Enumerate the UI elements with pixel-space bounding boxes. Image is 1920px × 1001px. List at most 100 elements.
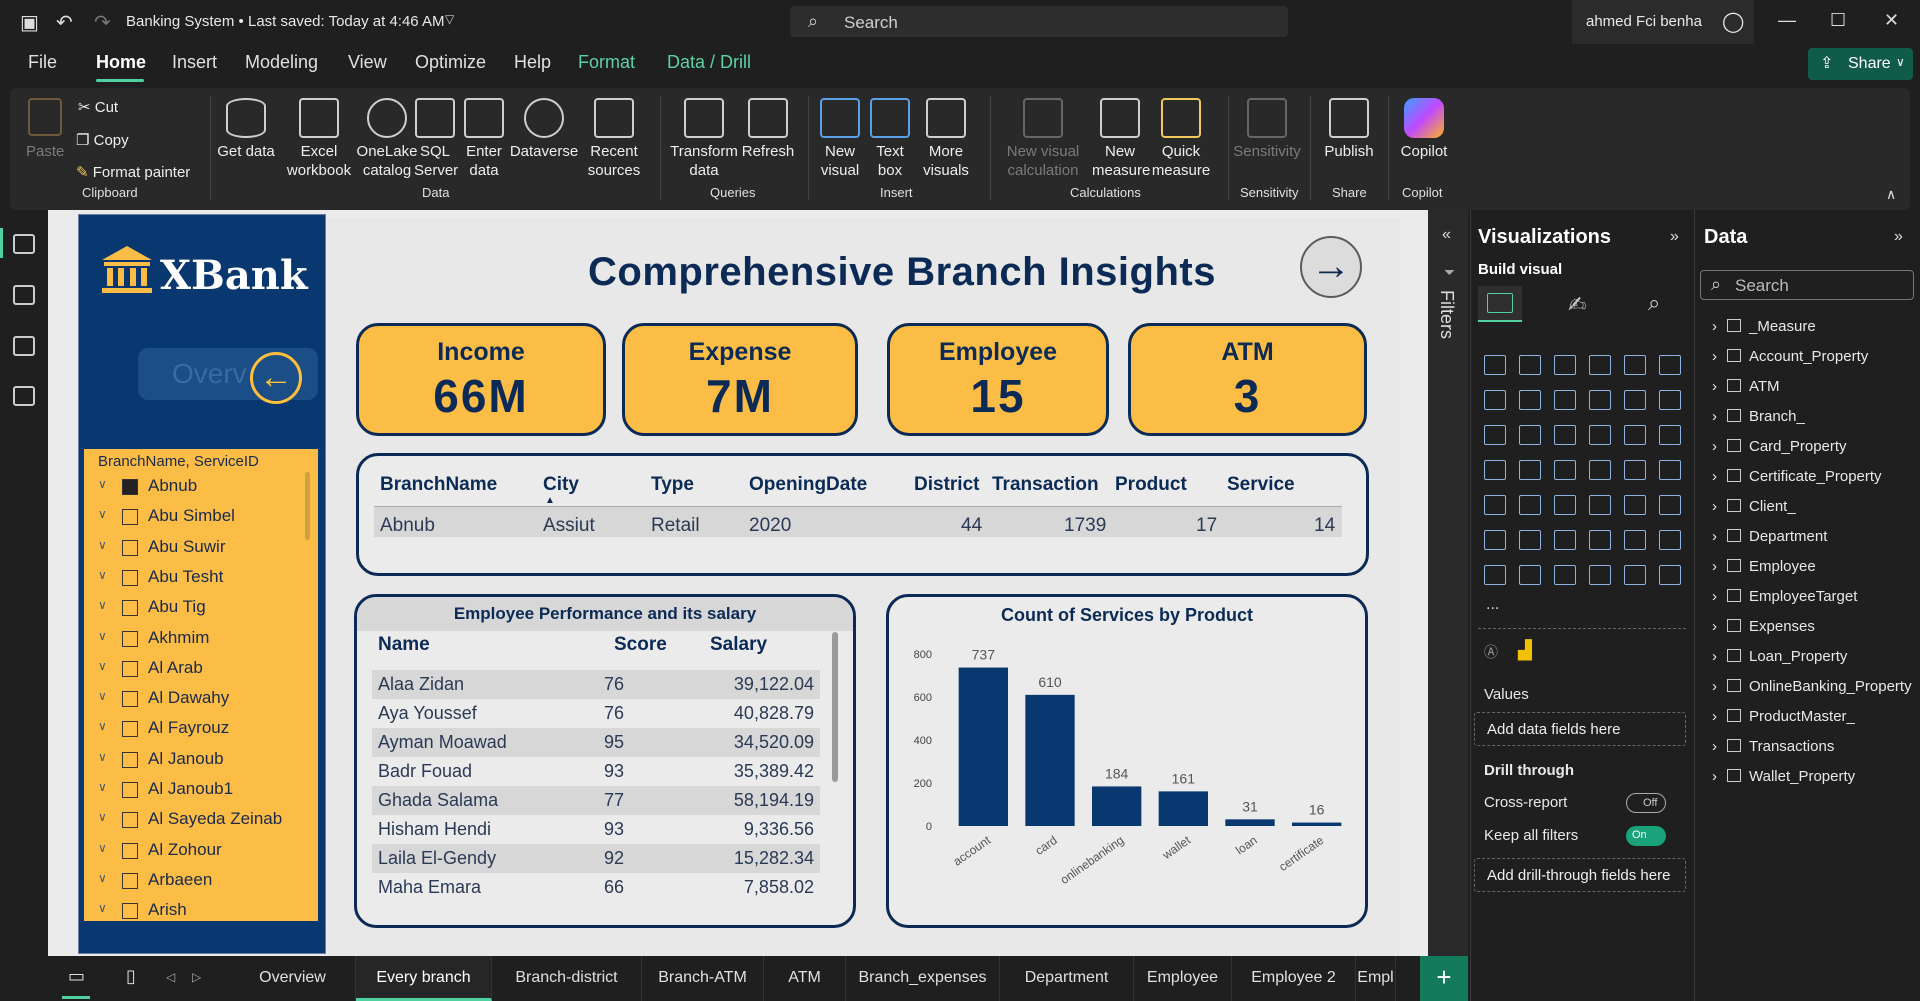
slicer-item[interactable]: ∨ Abu Tig	[98, 595, 298, 625]
collapse-pane-icon[interactable]: »	[1894, 228, 1903, 245]
menu-format[interactable]: Format	[578, 52, 636, 72]
pie-chart-icon[interactable]	[1589, 425, 1611, 445]
scroll-left-icon[interactable]: ◁	[166, 970, 176, 984]
menu-optimize[interactable]: Optimize	[415, 52, 487, 72]
data-table-item[interactable]: › Wallet_Property	[1712, 768, 1855, 785]
chevron-right-icon[interactable]: ›	[1712, 378, 1717, 395]
filled-map-icon[interactable]	[1519, 460, 1541, 480]
undo-icon[interactable]: ↶	[56, 12, 73, 34]
donut-chart-icon[interactable]	[1624, 425, 1646, 445]
slicer-icon[interactable]	[1519, 495, 1541, 515]
slicer-item[interactable]: ∨ Abu Suwir	[98, 535, 298, 565]
map-icon[interactable]	[1484, 460, 1506, 480]
bar[interactable]	[1292, 822, 1342, 826]
azure-map-icon[interactable]	[1554, 460, 1576, 480]
slicer-item[interactable]: ∨ Abu Simbel	[98, 504, 298, 534]
search-box[interactable]: ⌕ Search	[790, 6, 1288, 37]
slicer-item[interactable]: ∨ Al Sayeda Zeinab	[98, 807, 298, 837]
stacked-bar-100-icon[interactable]	[1624, 355, 1646, 375]
table-row[interactable]: Laila El-Gendy 92 15,282.34	[372, 844, 820, 873]
filters-pane-collapsed[interactable]	[1428, 210, 1468, 970]
narrative-icon[interactable]	[1589, 530, 1611, 550]
column-header[interactable]: Name	[378, 634, 430, 655]
save-icon[interactable]: ▣	[20, 12, 39, 34]
chevron-down-icon[interactable]: ∨	[98, 749, 107, 764]
slicer-item[interactable]: ∨ Abu Tesht	[98, 565, 298, 595]
slicer-checkbox[interactable]	[122, 691, 138, 708]
build-visual-tab[interactable]	[1478, 286, 1522, 322]
column-header[interactable]: Score	[614, 634, 667, 655]
bar[interactable]	[958, 667, 1008, 826]
qa-icon[interactable]	[1554, 530, 1576, 550]
kpi-icon[interactable]	[1484, 495, 1506, 515]
data-table-item[interactable]: › Department	[1712, 528, 1827, 545]
r-visual-icon[interactable]	[1624, 495, 1646, 515]
chevron-down-icon[interactable]: ∨	[98, 658, 107, 673]
menu-insert[interactable]: Insert	[172, 52, 218, 72]
slicer-item[interactable]: ∨ Al Arab	[98, 656, 298, 686]
chevron-visual-icon[interactable]	[1659, 565, 1681, 585]
document-title[interactable]: Banking System • Last saved: Today at 4:…	[126, 13, 445, 30]
data-table-item[interactable]: › Transactions	[1712, 738, 1834, 755]
diamond-icon[interactable]	[1624, 565, 1646, 585]
page-tab[interactable]: Employee 2	[1232, 956, 1356, 1001]
drill-through-drop-zone[interactable]: Add drill-through fields here	[1474, 858, 1686, 892]
chevron-right-icon[interactable]: ›	[1712, 618, 1717, 635]
bar[interactable]	[1025, 694, 1075, 826]
table-row[interactable]: Ayman Moawad 95 34,520.09	[372, 728, 820, 757]
line-stacked-column-icon[interactable]	[1589, 390, 1611, 410]
column-header[interactable]: City	[543, 474, 579, 495]
collapse-pane-icon[interactable]: »	[1670, 228, 1679, 245]
quick-measure-button[interactable]: Quick measure	[1150, 98, 1212, 180]
new-visual-calculation-button[interactable]: New visual calculation	[996, 98, 1090, 180]
back-arrow-icon[interactable]: ←	[250, 352, 302, 404]
column-header[interactable]: Salary	[710, 634, 768, 655]
bar[interactable]	[1092, 786, 1142, 826]
custom-visual-icon[interactable]	[1589, 565, 1611, 585]
model-view-icon[interactable]	[13, 336, 35, 356]
format-painter-button[interactable]: ✎ Format painter	[76, 163, 190, 182]
maximize-icon[interactable]: ☐	[1830, 10, 1847, 30]
column-header[interactable]: Service	[1227, 474, 1295, 495]
data-table-item[interactable]: › Employee	[1712, 558, 1816, 575]
report-view-icon[interactable]	[13, 234, 35, 254]
page-tab[interactable]: ATM	[764, 956, 846, 1001]
copilot-button[interactable]: Copilot	[1394, 98, 1454, 161]
chevron-right-icon[interactable]: ›	[1712, 708, 1717, 725]
dataverse-button[interactable]: Dataverse	[508, 98, 580, 161]
ribbon-chart-icon[interactable]	[1659, 390, 1681, 410]
slicer-item[interactable]: ∨ Abnub	[98, 474, 298, 504]
power-automate-icon[interactable]	[1519, 565, 1541, 585]
table-scrollbar[interactable]	[832, 632, 838, 782]
bar[interactable]	[1225, 819, 1275, 826]
menu-help[interactable]: Help	[514, 52, 552, 72]
menu-file[interactable]: File	[28, 52, 58, 72]
line-clustered-column-icon[interactable]	[1624, 390, 1646, 410]
chevron-down-icon[interactable]: ∨	[98, 567, 107, 582]
stacked-column-icon[interactable]	[1519, 355, 1541, 375]
slicer-checkbox[interactable]	[122, 630, 138, 647]
recent-sources-button[interactable]: Recent sources	[578, 98, 650, 180]
slicer-item[interactable]: ∨ Al Janoub1	[98, 777, 298, 807]
transform-data-button[interactable]: Transform data	[668, 98, 740, 180]
stacked-area-icon[interactable]	[1554, 390, 1576, 410]
slicer-checkbox[interactable]	[122, 479, 138, 495]
keep-filters-toggle[interactable]: On	[1626, 826, 1666, 846]
close-icon[interactable]: ✕	[1884, 10, 1900, 30]
chevron-right-icon[interactable]: ›	[1712, 558, 1717, 575]
table-row[interactable]: Hisham Hendi 93 9,336.56	[372, 815, 820, 844]
chevron-right-icon[interactable]: ›	[1712, 678, 1717, 695]
data-table-item[interactable]: › _Measure	[1712, 318, 1816, 335]
bar-chart-icon[interactable]: ▟	[1518, 640, 1532, 660]
table-view-icon[interactable]	[13, 285, 35, 305]
python-visual-icon[interactable]	[1659, 495, 1681, 515]
redo-icon[interactable]: ↷	[94, 12, 111, 34]
next-page-arrow-icon[interactable]: →	[1300, 236, 1362, 298]
chevron-down-icon[interactable]: ∨	[98, 537, 107, 552]
column-header[interactable]: Type	[651, 474, 694, 495]
values-drop-zone[interactable]: Add data fields here	[1474, 712, 1686, 746]
gauge-icon[interactable]	[1589, 460, 1611, 480]
cut-button[interactable]: ✂ Cut	[78, 98, 118, 117]
slicer-checkbox[interactable]	[122, 903, 138, 920]
slicer-checkbox[interactable]	[122, 751, 138, 768]
